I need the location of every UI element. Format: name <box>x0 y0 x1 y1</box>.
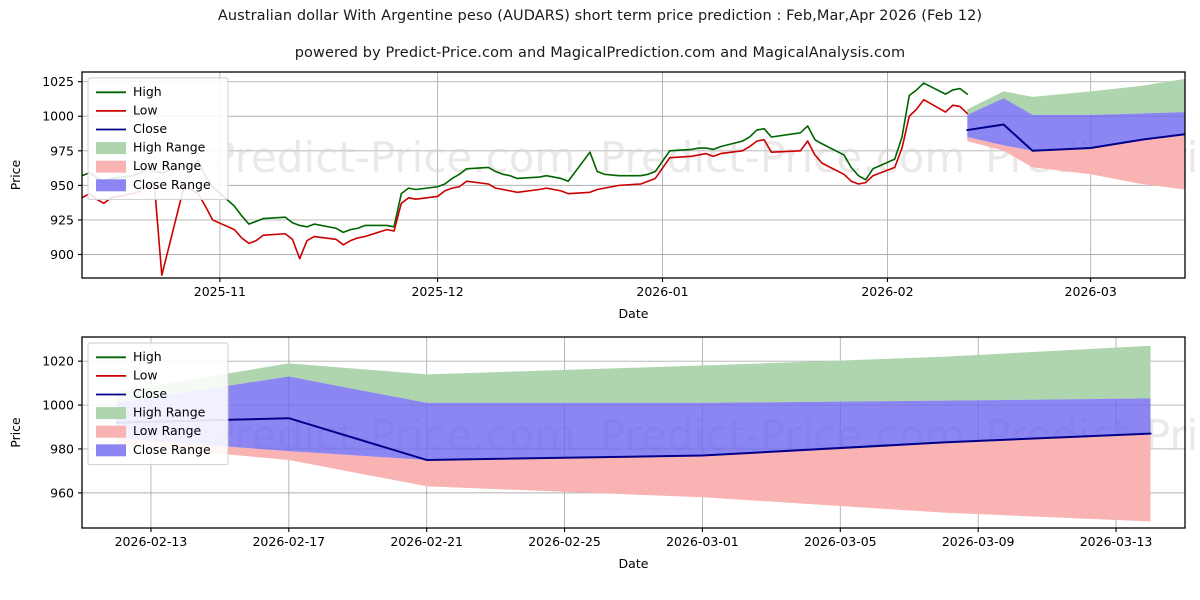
x-axis-label: Date <box>619 306 649 321</box>
legend-patch-swatch <box>96 160 126 173</box>
low-range-band <box>116 433 1151 522</box>
legend-label: Close <box>133 386 167 401</box>
x-tick-label: 2026-03 <box>1065 284 1117 299</box>
chart-legend: High Low Close High Range Low Range Close Ran… <box>87 342 229 466</box>
y-axis-label: Price <box>8 417 23 448</box>
y-tick-label: 1025 <box>42 74 74 89</box>
x-tick-label: 2026-02-25 <box>528 534 601 549</box>
overview-chart: Predict-Price.comPredict-Price.comPredic… <box>8 71 1200 321</box>
y-tick-label: 900 <box>50 247 74 262</box>
legend-label: Low <box>133 367 158 382</box>
low-range-band <box>967 134 1185 190</box>
watermark: Predict-Price.com <box>210 133 575 182</box>
x-tick-label: 2026-03-13 <box>1080 534 1153 549</box>
watermark: Predict-Price.com <box>600 133 965 182</box>
legend-patch-swatch <box>96 407 126 420</box>
y-tick-label: 960 <box>50 485 74 500</box>
x-tick-label: 2026-02-13 <box>115 534 188 549</box>
page-title: Australian dollar With Argentine peso (A… <box>217 8 983 24</box>
detail-chart: Predict-Price.comPredict-Price.comPredic… <box>8 336 1200 571</box>
x-tick-label: 2026-01 <box>636 284 688 299</box>
plot-border <box>81 336 1186 529</box>
high-range-band <box>116 345 1151 403</box>
close-range-band <box>967 98 1185 151</box>
y-axis-label: Price <box>8 159 23 190</box>
low-price-line <box>82 98 969 277</box>
legend-label: Close Range <box>133 442 211 457</box>
page-subtitle: powered by Predict-Price.com and Magical… <box>294 45 906 61</box>
y-tick-label: 980 <box>50 441 74 456</box>
legend-label: Close Range <box>133 177 211 192</box>
legend-patch-swatch <box>96 142 126 155</box>
close-price-line <box>115 417 1152 461</box>
x-axis-label: Date <box>619 556 649 571</box>
close-price-line <box>966 123 1185 152</box>
legend-label: High <box>133 349 162 364</box>
x-tick-label: 2026-02-21 <box>390 534 463 549</box>
plot-border <box>81 71 1186 279</box>
legend-patch-swatch <box>96 444 126 457</box>
legend-label: Low <box>133 102 158 117</box>
high-range-band <box>967 78 1185 115</box>
legend-patch-swatch <box>96 425 126 438</box>
legend-label: High <box>133 84 162 99</box>
legend-label: High Range <box>133 140 206 155</box>
y-tick-label: 1020 <box>42 354 74 369</box>
y-tick-label: 1000 <box>42 398 74 413</box>
x-tick-label: 2025-12 <box>411 284 463 299</box>
legend-label: High Range <box>133 405 206 420</box>
legend-label: Close <box>133 121 167 136</box>
legend-patch-swatch <box>96 179 126 192</box>
legend-label: Low Range <box>133 423 202 438</box>
x-tick-label: 2026-03-09 <box>942 534 1015 549</box>
x-tick-label: 2026-02-17 <box>252 534 325 549</box>
y-tick-label: 925 <box>50 212 74 227</box>
y-tick-label: 1000 <box>42 109 74 124</box>
x-tick-label: 2026-02 <box>861 284 913 299</box>
x-tick-label: 2026-03-05 <box>804 534 877 549</box>
x-tick-label: 2025-11 <box>194 284 246 299</box>
close-range-band <box>116 376 1151 460</box>
x-tick-label: 2026-03-01 <box>666 534 739 549</box>
y-tick-label: 975 <box>50 143 74 158</box>
y-tick-label: 950 <box>50 178 74 193</box>
legend-label: Low Range <box>133 158 202 173</box>
chart-legend: High Low Close High Range Low Range Close Ran… <box>87 77 229 201</box>
